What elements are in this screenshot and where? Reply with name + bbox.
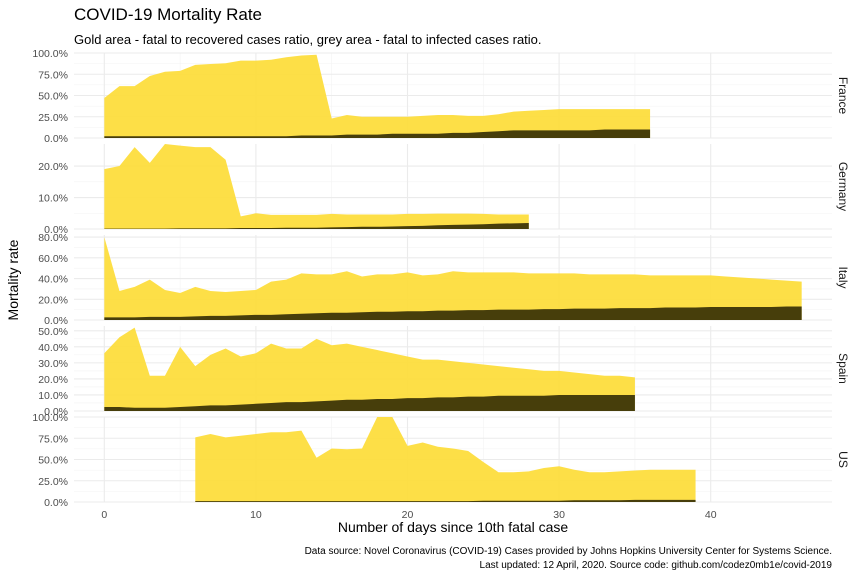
y-tick-label: 10.0% <box>38 390 68 402</box>
chart-title: COVID-19 Mortality Rate <box>74 5 262 24</box>
y-tick-label: 25.0% <box>38 112 68 124</box>
facet-panel-germany: 0.0% 10.0% 20.0% Germany <box>38 144 852 236</box>
infected-ratio-area <box>195 499 696 502</box>
x-tick-label: 40 <box>705 509 717 521</box>
facet-strip-label: France <box>836 77 850 115</box>
y-tick-label: 20.0% <box>38 161 68 173</box>
x-tick-label: 10 <box>250 509 262 521</box>
y-tick-label: 50.0% <box>38 91 68 103</box>
facet-strip <box>834 326 852 411</box>
recovered-ratio-area <box>104 144 529 229</box>
infected-ratio-area <box>104 394 635 411</box>
y-tick-label: 60.0% <box>38 253 68 265</box>
facet-panel-france: 0.0% 25.0% 50.0% 75.0% 100.0% France <box>32 48 852 145</box>
facet-strip <box>834 235 852 320</box>
y-tick-label: 0.0% <box>44 497 68 509</box>
y-tick-label: 40.0% <box>38 274 68 286</box>
x-tick-label: 20 <box>402 509 414 521</box>
y-tick-label: 75.0% <box>38 69 68 81</box>
y-tick-label: 50.0% <box>38 455 68 467</box>
x-axis-title: Number of days since 10th fatal case <box>338 519 569 535</box>
y-tick-label: 75.0% <box>38 433 68 445</box>
caption-line-1: Data source: Novel Coronavirus (COVID-19… <box>305 546 832 557</box>
facet-strip <box>834 417 852 502</box>
facet-panel-us: 0.0% 25.0% 50.0% 75.0% 100.0% US <box>32 412 852 509</box>
facet-strip-label: Italy <box>836 266 850 288</box>
caption-line-2: Last updated: 12 April, 2020. Source cod… <box>480 560 833 571</box>
y-tick-label: 80.0% <box>38 232 68 244</box>
y-axis-title: Mortality rate <box>5 239 21 320</box>
y-tick-label: 20.0% <box>38 294 68 306</box>
facet-strip <box>834 53 852 138</box>
recovered-ratio-area <box>195 417 696 502</box>
y-tick-label: 100.0% <box>32 48 68 60</box>
facet-panel-italy: 0.0% 20.0% 40.0% 60.0% 80.0% Italy <box>38 232 852 327</box>
facet-strip-label: Germany <box>836 162 850 211</box>
y-tick-label: 10.0% <box>38 193 68 205</box>
recovered-ratio-area <box>104 54 651 139</box>
y-tick-label: 0.0% <box>44 224 68 236</box>
y-tick-label: 20.0% <box>38 374 68 386</box>
facet-panels: 0.0% 25.0% 50.0% 75.0% 100.0% France 0.0% 10.0%… <box>32 48 852 509</box>
x-tick-label: 0 <box>101 509 107 521</box>
y-tick-label: 25.0% <box>38 476 68 488</box>
facet-strip <box>834 144 852 229</box>
x-tick-label: 30 <box>553 509 565 521</box>
y-tick-label: 0.0% <box>44 133 68 145</box>
y-tick-label: 0.0% <box>44 315 68 327</box>
infected-ratio-area <box>104 129 651 138</box>
chart-subtitle: Gold area - fatal to recovered cases rat… <box>74 32 542 47</box>
facet-panel-spain: 0.0% 10.0% 20.0% 30.0% 40.0% 50.0% Spain <box>38 326 852 418</box>
recovered-ratio-area <box>104 237 802 320</box>
y-tick-label: 30.0% <box>38 358 68 370</box>
recovered-ratio-area <box>104 327 635 411</box>
infected-ratio-area <box>104 306 802 320</box>
y-tick-label: 40.0% <box>38 342 68 354</box>
facet-strip-label: Spain <box>836 353 850 384</box>
y-tick-label: 0.0% <box>44 406 68 418</box>
facet-strip-label: US <box>836 451 850 468</box>
y-tick-label: 50.0% <box>38 326 68 338</box>
x-axis: 0 10 20 30 40 <box>101 509 716 521</box>
y-tick-label: 100.0% <box>32 412 68 424</box>
infected-ratio-area <box>104 223 529 229</box>
